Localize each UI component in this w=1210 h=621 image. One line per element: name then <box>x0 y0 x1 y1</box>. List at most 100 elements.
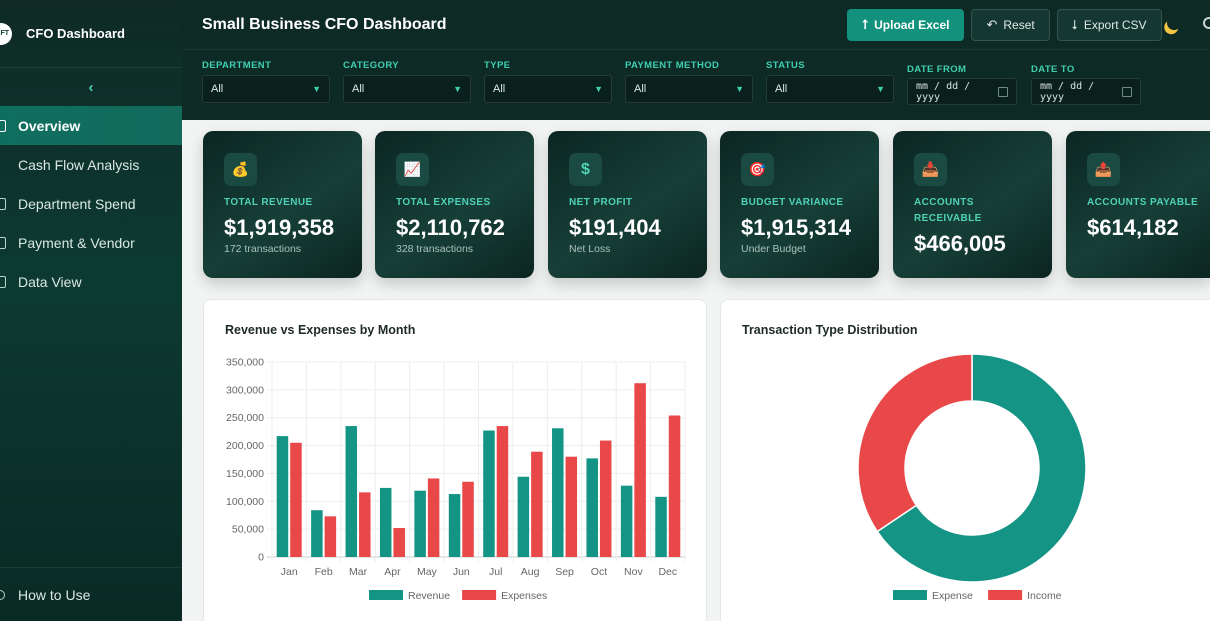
bar-revenue <box>448 494 461 557</box>
bar-revenue <box>483 430 495 557</box>
x-tick-label: Mar <box>349 566 368 578</box>
bar-revenue <box>517 476 530 557</box>
date-placeholder: mm / dd / yyyy <box>1040 80 1095 103</box>
kpi-value: $466,005 <box>914 231 1006 256</box>
kpi-card-total-revenue: 💰 TOTAL REVENUE $1,919,358 172 transacti… <box>203 131 362 278</box>
kpi-card-accounts-payable: 📤 ACCOUNTS PAYABLE $614,182 <box>1066 131 1210 278</box>
select-value: All <box>775 83 788 95</box>
filter-label: PAYMENT METHOD <box>625 60 720 71</box>
sidebar-item-how-to-use[interactable]: How to Use <box>0 567 182 621</box>
transaction-type-chart: Expense Income <box>857 353 1087 602</box>
x-tick-label: Oct <box>591 566 607 578</box>
kpi-card-budget-variance: 🎯 BUDGET VARIANCE $1,915,314 Under Budge… <box>720 131 879 278</box>
calendar-icon[interactable] <box>998 86 1008 97</box>
y-tick-label: 50,000 <box>232 524 264 536</box>
bar-expenses <box>393 528 405 557</box>
kpi-subtext: Under Budget <box>741 243 806 255</box>
type-select[interactable]: All ▼ <box>484 75 612 103</box>
calendar-icon[interactable] <box>1122 86 1132 97</box>
kpi-label: ACCOUNTS PAYABLE <box>1087 197 1199 208</box>
filter-date-to: DATE TO mm / dd / yyyy <box>1031 64 1141 105</box>
help-icon <box>0 589 5 600</box>
kpi-value: $191,404 <box>569 215 661 240</box>
bar-expenses <box>427 478 440 557</box>
sidebar-item-label: Department Spend <box>18 195 136 212</box>
donut-slice-income <box>857 353 973 533</box>
bar-expenses <box>668 415 681 557</box>
home-icon <box>0 119 6 132</box>
kpi-subtext: 328 transactions <box>396 243 474 255</box>
bar-expenses <box>290 442 302 557</box>
y-tick-label: 200,000 <box>226 440 264 452</box>
legend-label: Expenses <box>501 590 547 602</box>
chevron-left-icon: ‹ <box>88 78 94 96</box>
kpi-label: TOTAL EXPENSES <box>396 197 491 208</box>
date-from-input[interactable]: mm / dd / yyyy <box>907 78 1017 105</box>
payment-method-select[interactable]: All ▼ <box>625 75 753 103</box>
legend-swatch-expenses <box>462 590 497 600</box>
export-csv-label: Export CSV <box>1083 18 1147 32</box>
legend-swatch-expense <box>893 590 927 600</box>
kpi-label: NET PROFIT <box>569 197 633 208</box>
select-value: All <box>352 83 365 95</box>
sidebar-item-payment-vendor[interactable]: Payment & Vendor <box>0 223 182 262</box>
legend-swatch-income <box>988 590 1023 600</box>
transaction-type-card: Transaction Type Distribution Expense Inc… <box>720 299 1210 621</box>
upload-excel-button[interactable]: ⭡ Upload Excel <box>847 9 965 41</box>
kpi-card-net-profit: $ NET PROFIT $191,404 Net Loss <box>548 131 707 278</box>
dark-mode-toggle-moon-icon[interactable] <box>1165 14 1183 32</box>
collapse-sidebar-button[interactable]: ‹ <box>0 68 182 106</box>
kpi-card-total-expenses: 📈 TOTAL EXPENSES $2,110,762 328 transact… <box>375 131 534 278</box>
filter-label: DEPARTMENT <box>202 60 272 71</box>
bar-revenue <box>620 485 633 557</box>
sidebar-item-label: Overview <box>18 117 81 134</box>
kpi-value: $614,182 <box>1087 215 1179 240</box>
kpi-value: $1,915,314 <box>741 215 852 240</box>
bar-revenue <box>655 496 667 557</box>
settings-icon[interactable] <box>1203 17 1210 29</box>
department-select[interactable]: All ▼ <box>202 75 330 103</box>
y-tick-label: 350,000 <box>226 357 264 369</box>
legend-label: Expense <box>932 590 973 602</box>
filter-label: TYPE <box>484 60 511 71</box>
bar-revenue <box>552 428 564 557</box>
filter-label: STATUS <box>766 60 805 71</box>
caret-down-icon: ▼ <box>312 84 321 94</box>
y-tick-label: 150,000 <box>226 468 264 480</box>
reset-button[interactable]: ↶ Reset <box>971 9 1050 41</box>
bar-expenses <box>462 481 474 557</box>
date-to-input[interactable]: mm / dd / yyyy <box>1031 78 1141 105</box>
status-select[interactable]: All ▼ <box>766 75 894 103</box>
header-actions: ⭡ Upload Excel ↶ Reset ⭣ Export CSV <box>847 9 1162 41</box>
download-icon: ⭣ <box>1071 17 1078 32</box>
x-tick-label: Jul <box>489 566 502 578</box>
sidebar-item-overview[interactable]: Overview <box>0 106 182 145</box>
sidebar-item-data-view[interactable]: Data View <box>0 262 182 301</box>
money-bag-icon: 💰 <box>224 153 257 186</box>
donut-slice-expense <box>876 353 1087 583</box>
kpi-subtext: 172 transactions <box>224 243 302 255</box>
page-title: Small Business CFO Dashboard <box>202 15 447 33</box>
kpi-label: TOTAL REVENUE <box>224 197 313 208</box>
y-tick-label: 250,000 <box>226 412 264 424</box>
sidebar-item-label: Data View <box>18 273 82 290</box>
kpi-card-accounts-receivable: 📥 ACCOUNTS RECEIVABLE $466,005 <box>893 131 1052 278</box>
filter-bar: DEPARTMENT All ▼ CATEGORY All ▼ TYPE All… <box>182 50 1210 120</box>
brand[interactable]: CFT CFO Dashboard <box>0 0 182 68</box>
kpi-subtext: Net Loss <box>569 243 611 255</box>
select-value: All <box>634 83 647 95</box>
bar-expenses <box>634 383 646 557</box>
sidebar-item-cash-flow-analysis[interactable]: Cash Flow Analysis <box>0 145 182 184</box>
chart-title: Revenue vs Expenses by Month <box>225 323 416 337</box>
bar-expenses <box>324 516 337 557</box>
filter-date-from: DATE FROM mm / dd / yyyy <box>907 64 1017 105</box>
category-select[interactable]: All ▼ <box>343 75 471 103</box>
x-tick-label: Aug <box>521 566 540 578</box>
building-icon <box>0 197 6 210</box>
outbox-icon: 📤 <box>1087 153 1120 186</box>
inbox-icon: 📥 <box>914 153 947 186</box>
sidebar-item-department-spend[interactable]: Department Spend <box>0 184 182 223</box>
kpi-value: $2,110,762 <box>396 215 505 240</box>
export-csv-button[interactable]: ⭣ Export CSV <box>1056 9 1162 41</box>
kpi-value: $1,919,358 <box>224 215 335 240</box>
